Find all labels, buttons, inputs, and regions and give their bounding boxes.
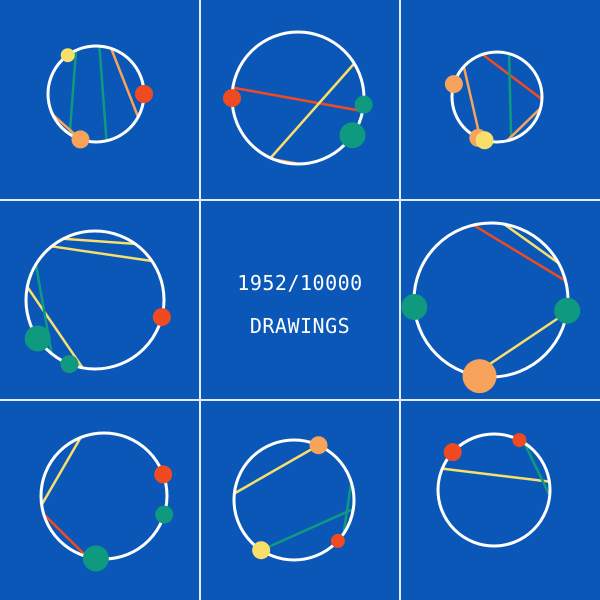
chord-yellow: [40, 436, 82, 507]
drawing-c7: [39, 431, 174, 572]
dot-red: [512, 433, 527, 448]
chord-orange: [109, 47, 140, 119]
chord-teal: [523, 441, 551, 497]
outline-circle: [436, 432, 552, 548]
chord-yellow: [502, 222, 560, 265]
chord-orange: [462, 65, 482, 141]
dot-teal: [401, 294, 428, 321]
dot-teal: [339, 122, 366, 149]
drawing-c4: [24, 229, 171, 374]
chord-yellow: [440, 467, 551, 483]
chord-teal: [68, 49, 78, 136]
dot-teal: [554, 297, 581, 324]
chord-red: [231, 86, 364, 113]
chord-teal: [259, 507, 355, 552]
drawings-label: DRAWINGS: [250, 314, 350, 338]
dot-teal: [60, 355, 79, 374]
dot-teal: [354, 95, 373, 114]
drawings-layer: [24, 30, 581, 572]
chord-red: [42, 512, 88, 558]
chord-yellow: [50, 245, 154, 263]
chord-teal: [342, 481, 353, 536]
dot-red: [330, 533, 345, 548]
drawing-c6: [401, 221, 581, 394]
chord-yellow: [26, 285, 84, 370]
drawing-c3: [444, 50, 544, 150]
chord-teal: [98, 44, 108, 143]
dot-orange: [444, 75, 463, 94]
dot-red: [223, 89, 242, 108]
dot-orange: [309, 436, 328, 455]
dot-teal: [24, 325, 51, 352]
drawing-c1: [46, 44, 153, 149]
chord-teal: [507, 52, 513, 141]
chord-red: [481, 53, 544, 101]
chord-yellow: [233, 443, 320, 495]
drawing-c2: [223, 30, 373, 166]
dot-red: [135, 85, 153, 103]
dot-orange: [462, 359, 497, 394]
drawing-count: 1952/10000: [237, 271, 362, 295]
chord-yellow: [61, 237, 137, 246]
chord-red: [472, 223, 567, 283]
dot-red: [154, 465, 173, 484]
drawing-c9: [436, 432, 552, 548]
chord-yellow: [269, 62, 356, 160]
dot-yellow: [60, 48, 75, 63]
dot-teal: [82, 545, 109, 572]
outline-circle: [450, 50, 544, 144]
center-caption: 1952/10000 DRAWINGS: [237, 271, 362, 338]
outline-circle: [232, 438, 356, 562]
chord-orange: [505, 106, 542, 143]
outline-circle: [24, 229, 166, 371]
dot-yellow: [475, 131, 494, 150]
dot-yellow: [252, 541, 271, 560]
dot-orange: [71, 130, 90, 149]
drawing-c8: [232, 436, 356, 562]
dot-teal: [155, 505, 174, 524]
dot-red: [152, 308, 171, 327]
dot-red: [443, 443, 462, 462]
